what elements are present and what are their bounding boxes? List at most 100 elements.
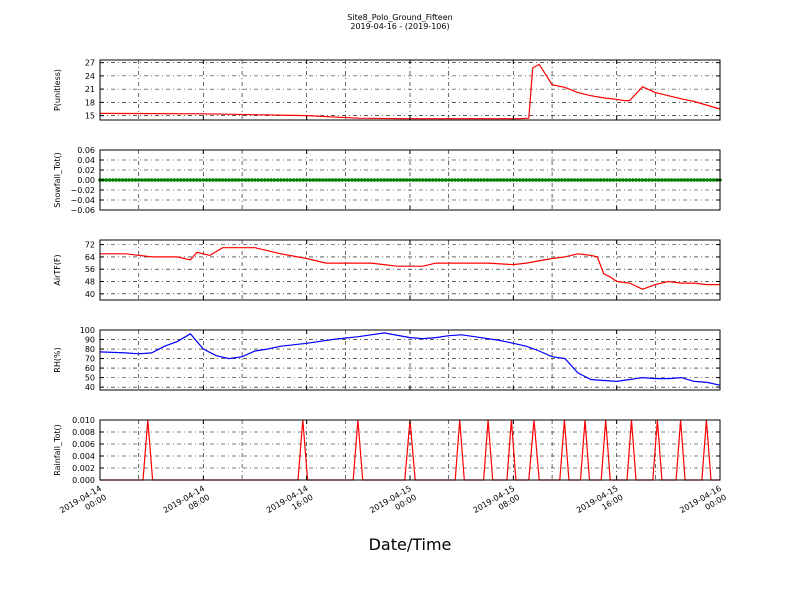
series-marker (637, 178, 642, 182)
series-marker (598, 178, 603, 182)
series-marker (214, 178, 219, 182)
series-marker (660, 178, 664, 182)
series-marker (107, 178, 112, 182)
series-marker (466, 178, 470, 182)
y-tick-label: 72 (85, 241, 95, 250)
series-marker (495, 178, 499, 182)
series-marker (185, 178, 189, 182)
series-marker (136, 178, 141, 182)
series-marker (143, 178, 148, 182)
series-marker (382, 178, 386, 182)
series-marker (127, 178, 131, 182)
series-marker (259, 178, 264, 182)
series-marker (340, 178, 344, 182)
x-tick-label: 2019-04-1416:00 (265, 484, 315, 524)
series-marker (240, 178, 244, 182)
series-marker (650, 178, 654, 182)
series-marker (576, 178, 580, 182)
series-line (99, 332, 721, 386)
y-tick-label: 50 (85, 374, 95, 383)
y-tick-label: −0.06 (70, 206, 95, 215)
series-marker (711, 178, 716, 182)
series-marker (301, 178, 306, 182)
series-marker (172, 178, 177, 182)
y-tick-label: 0.006 (72, 440, 95, 449)
series-marker (695, 178, 700, 182)
series-marker (434, 178, 438, 182)
y-tick-label: 64 (85, 253, 95, 262)
series-marker (540, 178, 545, 182)
series-marker (204, 178, 209, 182)
series-marker (230, 178, 235, 182)
panel-3: 40 48 56 64 72 AirTF(F) (53, 239, 721, 301)
series-marker (324, 178, 328, 182)
series-marker (279, 178, 283, 182)
series-marker (262, 178, 267, 182)
series-marker (569, 178, 574, 182)
series-marker (272, 178, 277, 182)
series-marker (440, 178, 445, 182)
x-axis-label: Date/Time (369, 535, 452, 554)
series-marker (450, 178, 454, 182)
y-tick-label: 0.00 (77, 176, 95, 185)
series-marker (692, 178, 696, 182)
y-tick-label: 18 (85, 98, 95, 107)
series-marker (111, 178, 115, 182)
series-marker (369, 178, 374, 182)
series-marker (379, 178, 383, 182)
series-marker (388, 178, 393, 182)
series-marker (482, 178, 487, 182)
series-marker (511, 178, 516, 182)
series-marker (605, 178, 609, 182)
series-marker (395, 178, 399, 182)
series-marker (159, 178, 164, 182)
series-marker (698, 178, 703, 182)
series-marker (430, 178, 435, 182)
series-marker (201, 178, 206, 182)
series-marker (275, 178, 280, 182)
y-tick-label: 90 (85, 336, 95, 345)
series-marker (517, 178, 522, 182)
series-line (100, 247, 720, 290)
series-marker (408, 178, 412, 182)
y-tick-label: 56 (85, 265, 95, 274)
series-marker (217, 178, 222, 182)
series-marker (611, 178, 616, 182)
series-marker (269, 178, 273, 182)
series-marker (298, 178, 303, 182)
series-marker (563, 178, 567, 182)
panel-5: 0.000 0.002 0.004 0.006 0.008 0.010 Rainfall_T… (53, 416, 721, 485)
x-tick-label: 2019-04-1516:00 (575, 484, 625, 524)
series-marker (592, 178, 596, 182)
series-marker (182, 178, 186, 182)
series-marker (337, 178, 341, 182)
y-axis-label: Rainfall_Tot() (53, 424, 62, 476)
series-marker (492, 178, 496, 182)
series-marker (524, 178, 529, 182)
series-marker (566, 178, 571, 182)
series-marker (366, 178, 370, 182)
series-marker (146, 178, 151, 182)
series-marker (311, 178, 315, 182)
series-marker (133, 178, 138, 182)
series-marker (304, 178, 309, 182)
series-marker (392, 178, 396, 182)
series-marker (414, 178, 419, 182)
series-marker (421, 178, 425, 182)
series-marker (330, 178, 335, 182)
series-marker (211, 178, 215, 182)
y-tick-label: 100 (80, 326, 95, 335)
series-marker (469, 178, 474, 182)
series-marker (631, 178, 635, 182)
panel-2: −0.06−0.04−0.020.000.020.040.06 Snowfall_… (53, 146, 722, 215)
x-tick-label: 2019-04-1400:00 (58, 484, 108, 524)
series-marker (424, 178, 428, 182)
series-marker (375, 178, 380, 182)
series-marker (237, 178, 241, 182)
y-axis-label: RH(%) (53, 347, 62, 372)
y-tick-label: −0.02 (70, 186, 95, 195)
x-tick-label: 2019-04-1508:00 (472, 484, 522, 524)
series-marker (534, 178, 538, 182)
